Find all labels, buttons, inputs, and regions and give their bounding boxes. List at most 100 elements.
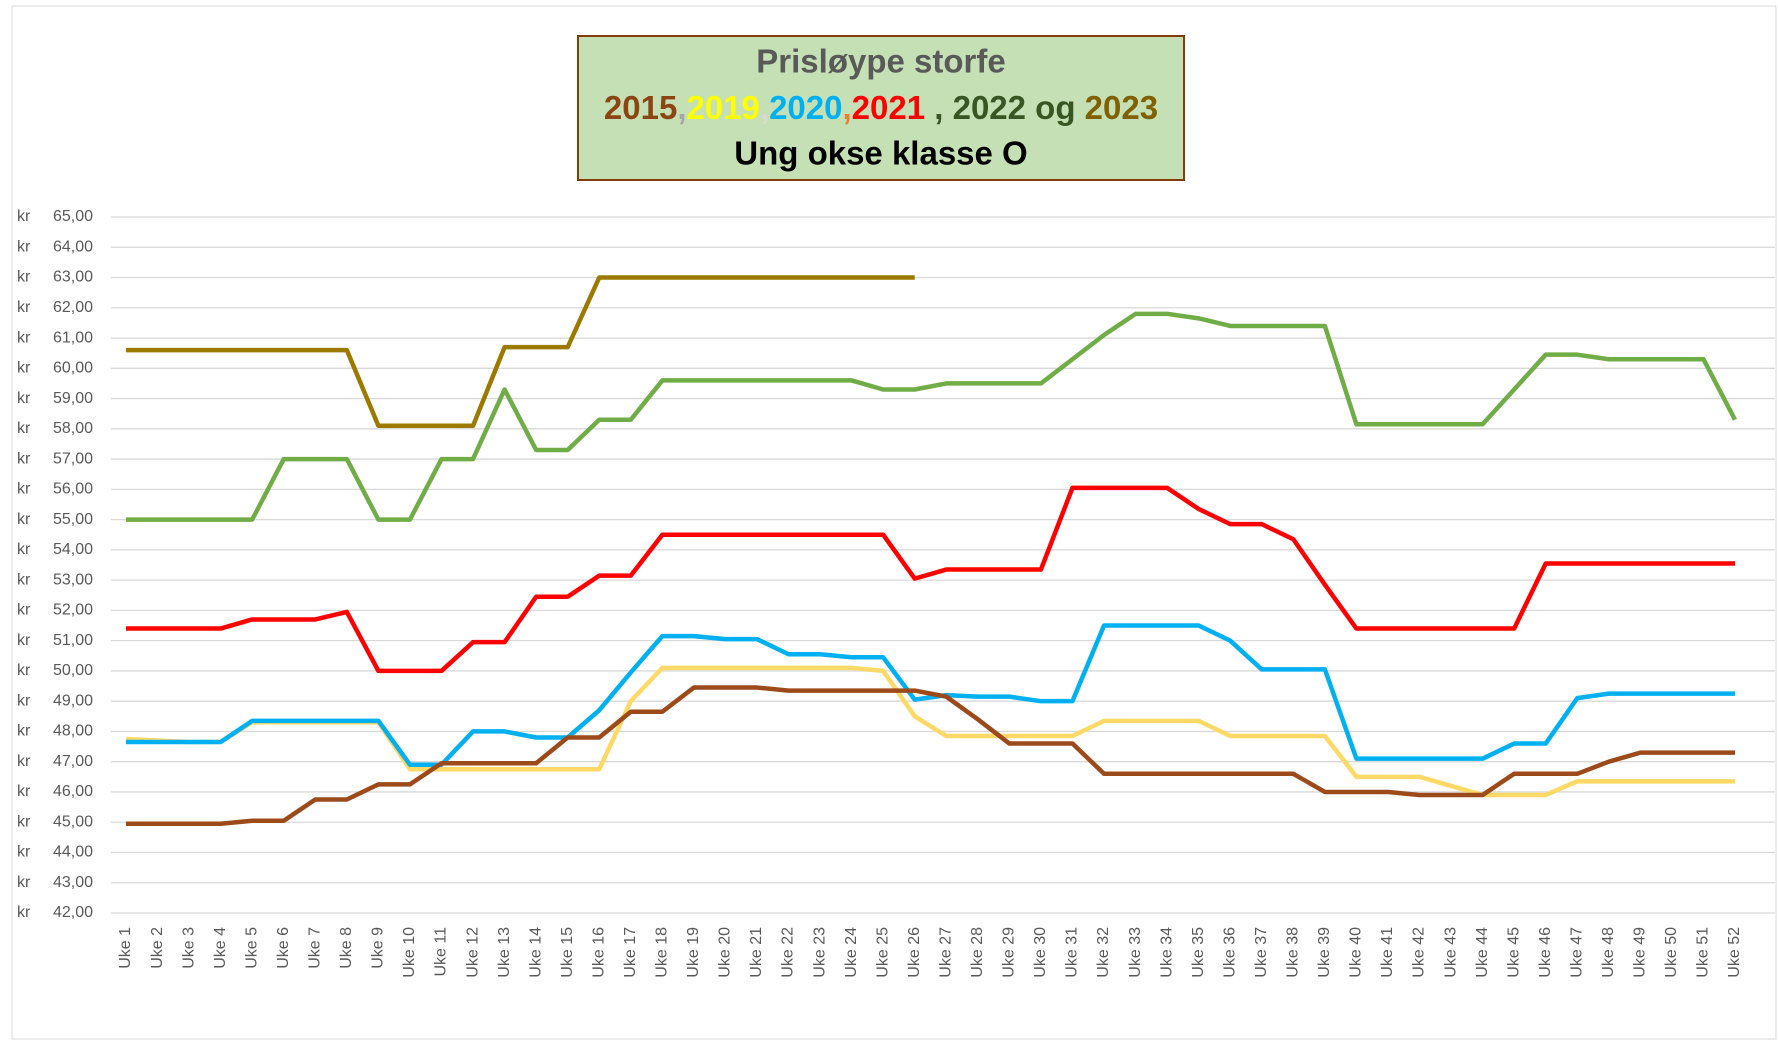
y-tick-label: 65,00 [53, 208, 93, 225]
title-segment: 2023 [1085, 89, 1158, 126]
x-tick-label: Uke 15 [559, 927, 576, 978]
y-tick-label: 55,00 [53, 511, 93, 528]
title-segment: , [760, 89, 769, 126]
x-tick-label: Uke 37 [1253, 927, 1270, 978]
x-tick-label: Uke 30 [1032, 927, 1049, 978]
x-tick-label: Uke 6 [275, 927, 292, 969]
y-tick-label: 60,00 [53, 360, 93, 377]
y-tick-prefix: kr [17, 844, 31, 861]
x-tick-label: Uke 22 [780, 927, 797, 978]
title-segment: , [677, 89, 686, 126]
y-tick-label: 57,00 [53, 450, 93, 467]
y-tick-prefix: kr [17, 813, 31, 830]
y-tick-prefix: kr [17, 783, 31, 800]
y-tick-prefix: kr [17, 329, 31, 346]
y-tick-prefix: kr [17, 662, 31, 679]
x-tick-label: Uke 39 [1316, 927, 1333, 978]
y-tick-prefix: kr [17, 208, 31, 225]
x-tick-label: Uke 51 [1695, 927, 1712, 978]
y-tick-label: 58,00 [53, 420, 93, 437]
y-tick-prefix: kr [17, 904, 31, 921]
x-tick-label: Uke 52 [1726, 927, 1743, 978]
y-tick-label: 56,00 [53, 481, 93, 498]
x-tick-label: Uke 42 [1411, 927, 1428, 978]
x-tick-label: Uke 11 [433, 927, 450, 977]
x-tick-label: Uke 33 [1127, 927, 1144, 978]
y-tick-label: 44,00 [53, 844, 93, 861]
y-tick-prefix: kr [17, 269, 31, 286]
x-tick-label: Uke 14 [527, 927, 544, 978]
series-line [126, 275, 915, 429]
title-segment: 2021 [852, 89, 925, 126]
x-tick-label: Uke 7 [307, 927, 324, 969]
title-box [577, 35, 1185, 181]
x-tick-label: Uke 9 [370, 927, 387, 969]
series-line [126, 311, 1737, 522]
x-tick-label: Uke 32 [1095, 927, 1112, 978]
x-tick-label: Uke 24 [843, 927, 860, 978]
y-tick-prefix: kr [17, 390, 31, 407]
x-tick-label: Uke 21 [748, 927, 765, 978]
x-tick-label: Uke 10 [401, 927, 418, 978]
y-tick-label: 49,00 [53, 692, 93, 709]
x-tick-label: Uke 35 [1190, 927, 1207, 978]
y-tick-prefix: kr [17, 238, 31, 255]
x-tick-label: Uke 44 [1474, 927, 1491, 978]
y-tick-label: 46,00 [53, 783, 93, 800]
x-tick-label: Uke 31 [1064, 927, 1081, 978]
x-tick-label: Uke 17 [622, 927, 639, 978]
series-line [126, 623, 1735, 767]
y-tick-prefix: kr [17, 450, 31, 467]
x-tick-label: Uke 19 [685, 927, 702, 978]
y-tick-label: 63,00 [53, 269, 93, 286]
y-tick-prefix: kr [17, 723, 31, 740]
x-tick-label: Uke 36 [1221, 927, 1238, 978]
chart-title: Prisløype storfe [756, 43, 1005, 80]
y-tick-label: 47,00 [53, 753, 93, 770]
y-tick-label: 53,00 [53, 571, 93, 588]
x-tick-label: Uke 46 [1537, 927, 1554, 978]
y-tick-label: 62,00 [53, 299, 93, 316]
y-tick-label: 51,00 [53, 632, 93, 649]
x-tick-label: Uke 28 [969, 927, 986, 978]
x-tick-label: Uke 26 [906, 927, 923, 978]
x-tick-label: Uke 49 [1632, 927, 1649, 978]
x-tick-label: Uke 3 [180, 927, 197, 969]
chart-subtitle: Ung okse klasse O [734, 135, 1027, 172]
y-tick-prefix: kr [17, 874, 31, 891]
y-tick-label: 43,00 [53, 874, 93, 891]
title-years: 2015,2019,2020,2021 , 2022 og 2023 [604, 89, 1158, 126]
title-segment: , 2022 og [925, 89, 1085, 126]
series-line [126, 485, 1735, 674]
x-tick-label: Uke 20 [717, 927, 734, 978]
y-tick-label: 50,00 [53, 662, 93, 679]
x-tick-label: Uke 48 [1600, 927, 1617, 978]
y-tick-prefix: kr [17, 753, 31, 770]
y-tick-prefix: kr [17, 481, 31, 498]
x-tick-label: Uke 43 [1442, 927, 1459, 978]
y-tick-label: 64,00 [53, 238, 93, 255]
y-tick-label: 61,00 [53, 329, 93, 346]
x-tick-label: Uke 5 [243, 927, 260, 969]
x-tick-label: Uke 1 [117, 927, 134, 969]
x-tick-label: Uke 16 [590, 927, 607, 978]
x-tick-label: Uke 41 [1379, 927, 1396, 978]
y-tick-prefix: kr [17, 299, 31, 316]
title-segment: 2019 [686, 89, 759, 126]
y-tick-prefix: kr [17, 360, 31, 377]
x-tick-label: Uke 12 [464, 927, 481, 978]
y-tick-label: 48,00 [53, 723, 93, 740]
x-tick-label: Uke 40 [1348, 927, 1365, 978]
x-tick-label: Uke 13 [496, 927, 513, 978]
y-tick-prefix: kr [17, 420, 31, 437]
y-tick-label: 52,00 [53, 602, 93, 619]
x-tick-label: Uke 38 [1285, 927, 1302, 978]
x-tick-label: Uke 23 [811, 927, 828, 978]
title-segment: 2020 [769, 89, 842, 126]
title-segment: 2015 [604, 89, 677, 126]
y-tick-prefix: kr [17, 541, 31, 558]
y-tick-prefix: kr [17, 692, 31, 709]
x-tick-label: Uke 50 [1663, 927, 1680, 978]
y-tick-prefix: kr [17, 571, 31, 588]
